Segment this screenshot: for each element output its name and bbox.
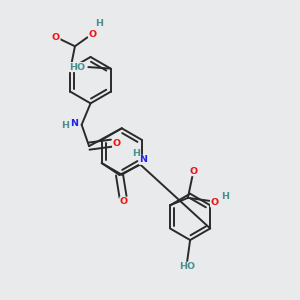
Text: HO: HO <box>179 262 195 271</box>
Text: H: H <box>61 121 69 130</box>
Text: O: O <box>112 139 121 148</box>
Text: N: N <box>139 155 147 164</box>
Text: O: O <box>211 198 219 207</box>
Text: O: O <box>189 167 197 176</box>
Text: H: H <box>95 19 103 28</box>
Text: H: H <box>132 149 140 158</box>
Text: O: O <box>89 31 97 40</box>
Text: N: N <box>70 119 78 128</box>
Text: HO: HO <box>69 63 85 72</box>
Text: O: O <box>120 197 128 206</box>
Text: H: H <box>221 192 229 201</box>
Text: O: O <box>52 33 60 42</box>
